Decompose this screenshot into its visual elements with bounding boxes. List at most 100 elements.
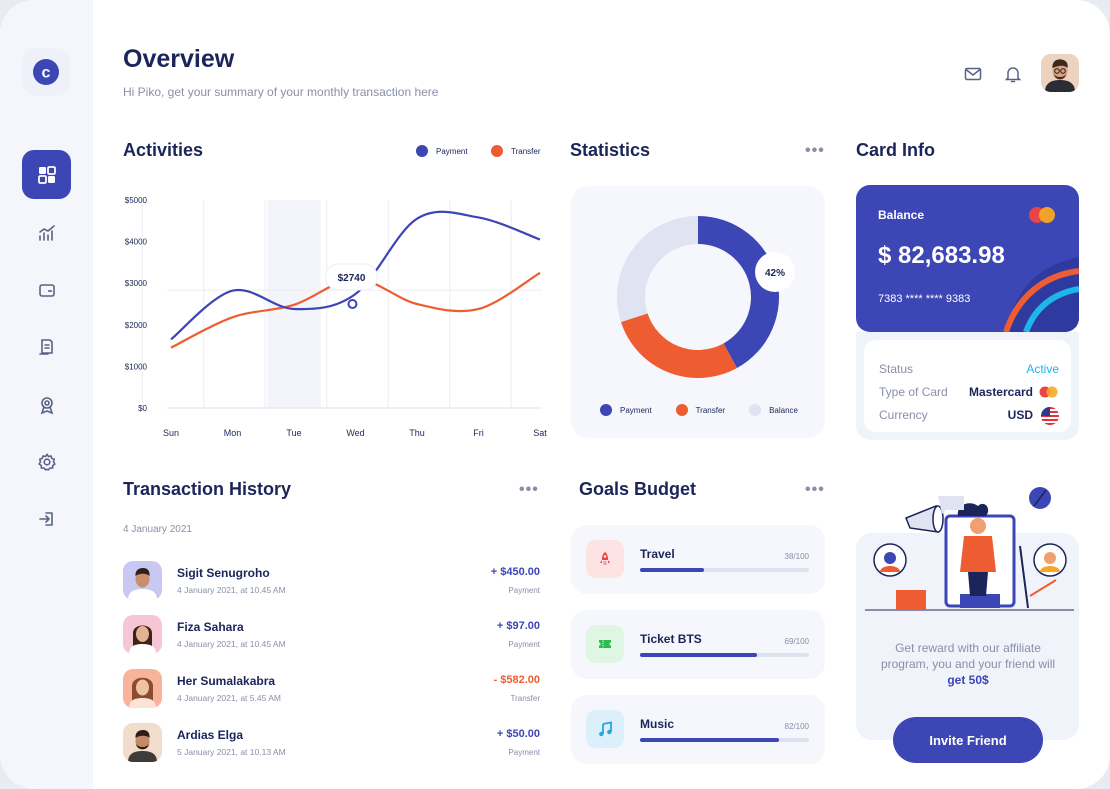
- x-tick-label: Wed: [346, 428, 364, 438]
- statistics-legend-item: Transfer: [675, 404, 726, 416]
- goal-card-music[interactable]: Music 82/100: [571, 695, 825, 764]
- transaction-history-title: Transaction History: [123, 479, 292, 499]
- affiliate-text: Get reward with our affiliate program, y…: [880, 641, 1056, 671]
- transactions-more-button[interactable]: •••: [519, 481, 539, 498]
- sidebar-item-analytics[interactable]: [22, 208, 71, 257]
- legend-label: Balance: [769, 405, 798, 415]
- mail-icon[interactable]: [963, 64, 983, 84]
- y-tick-label: $3000: [125, 279, 148, 288]
- avatar: [123, 669, 162, 708]
- table-row[interactable]: Ardias Elga 5 January 2021, at 10.13 AM …: [123, 723, 540, 763]
- tooltip-value: $2740: [338, 273, 366, 284]
- activities-legend-transfer: Transfer: [491, 145, 541, 157]
- affiliate-illustration: [865, 487, 1074, 611]
- user-avatar[interactable]: [1041, 54, 1079, 92]
- payment-legend-dot: [416, 145, 428, 157]
- transaction-type: Payment: [508, 748, 540, 757]
- app-logo[interactable]: c: [22, 48, 70, 96]
- x-tick-label: Sat: [533, 428, 547, 438]
- award-icon: [40, 396, 53, 414]
- table-row[interactable]: Sigit Senugroho 4 January 2021, at 10.45…: [123, 561, 540, 601]
- person-avatar-icon: [129, 677, 156, 708]
- transaction-type: Payment: [508, 640, 540, 649]
- goal-progress-fill: [640, 738, 779, 742]
- balance-label: Balance: [878, 208, 925, 222]
- statistics-more-button[interactable]: •••: [805, 142, 825, 159]
- svg-text:c: c: [42, 65, 51, 82]
- transfer-legend-dot: [491, 145, 503, 157]
- x-tick-label: Tue: [286, 428, 301, 438]
- transaction-amount: + $97.00: [496, 620, 540, 632]
- statistics-card: 42%: [571, 186, 825, 438]
- status-label: Status: [879, 362, 914, 376]
- card-details-panel: Status Active Type of Card Mastercard Cu…: [864, 340, 1071, 432]
- statistics-legend-item: Payment: [600, 404, 652, 416]
- goal-card-travel[interactable]: Travel 38/100: [571, 525, 825, 594]
- legend-label: Transfer: [511, 146, 541, 156]
- document-icon: [38, 338, 53, 355]
- transaction-name: Her Sumalakabra: [177, 674, 276, 688]
- sidebar-item-wallet[interactable]: [22, 265, 71, 314]
- card-info-title: Card Info: [856, 140, 935, 160]
- sidebar-item-dashboard[interactable]: [22, 150, 71, 199]
- balance-card[interactable]: Balance $ 82,683.98 7383 **** **** 9383: [856, 185, 1079, 332]
- currency-label: Currency: [879, 408, 928, 422]
- card-status-row: Status Active: [879, 362, 1059, 378]
- sidebar-item-logout[interactable]: [22, 494, 71, 543]
- balance-dot: [749, 404, 762, 416]
- transaction-name: Fiza Sahara: [177, 620, 244, 634]
- card-currency-row: Currency USD: [879, 407, 1059, 425]
- legend-label: Transfer: [695, 405, 726, 415]
- x-tick-label: Mon: [224, 428, 242, 438]
- donut-slice-payment: [698, 216, 779, 368]
- card-number: 7383 **** **** 9383: [878, 293, 971, 305]
- series-line-payment: [170, 210, 541, 341]
- affiliate-description: Get reward with our affiliate program, y…: [875, 640, 1061, 688]
- mastercard-icon: [1029, 207, 1055, 223]
- tooltip-bubble: [325, 263, 378, 291]
- goal-icon-box: [586, 625, 624, 663]
- goal-name: Travel: [640, 547, 675, 561]
- card-wave-decoration: [1003, 257, 1079, 332]
- goal-progress-fill: [640, 653, 757, 657]
- chart-icon: [38, 224, 55, 241]
- sidebar-item-rewards[interactable]: [22, 380, 71, 429]
- invite-friend-button[interactable]: Invite Friend: [893, 717, 1043, 763]
- sidebar: c: [0, 0, 93, 789]
- goal-progress-fill: [640, 568, 705, 572]
- transfer-dot: [675, 404, 688, 416]
- transaction-time: 4 January 2021, at 10.45 AM: [177, 585, 286, 595]
- table-row[interactable]: Her Sumalakabra 4 January 2021, at 5.45 …: [123, 669, 540, 709]
- tooltip-point[interactable]: [347, 299, 358, 310]
- transaction-name: Ardias Elga: [177, 728, 244, 742]
- type-value: Mastercard: [968, 385, 1033, 399]
- goal-progress-text: 38/100: [784, 552, 809, 561]
- x-tick-label: Fri: [473, 428, 484, 438]
- statistics-donut-chart: 42%: [617, 216, 795, 378]
- goal-icon-box: [586, 710, 624, 748]
- goal-icon-box: [586, 540, 624, 578]
- x-tick-label: Thu: [409, 428, 425, 438]
- goal-progress-bar: [640, 653, 809, 657]
- goals-more-button[interactable]: •••: [805, 481, 825, 498]
- goal-progress-text: 82/100: [784, 722, 809, 731]
- page-subtitle: Hi Piko, get your summary of your monthl…: [123, 85, 439, 99]
- bell-icon[interactable]: [1003, 64, 1023, 84]
- mastercard-small-icon: [1039, 386, 1058, 398]
- statistics-legend: Payment Transfer Balance: [600, 404, 822, 416]
- activities-legend-payment: Payment: [416, 145, 468, 157]
- sidebar-item-settings[interactable]: [22, 437, 71, 486]
- y-tick-label: $0: [138, 404, 147, 413]
- goals-budget-title: Goals Budget: [579, 479, 697, 499]
- table-row[interactable]: Fiza Sahara 4 January 2021, at 10.45 AM …: [123, 615, 540, 655]
- goal-name: Music: [640, 717, 675, 731]
- rocket-icon: [600, 552, 610, 565]
- transaction-time: 4 January 2021, at 5.45 AM: [177, 693, 281, 703]
- statistics-title: Statistics: [570, 140, 651, 160]
- status-value: Active: [1026, 362, 1059, 376]
- goal-card-ticket-bts[interactable]: Ticket BTS 69/100: [571, 610, 825, 679]
- sidebar-item-documents[interactable]: [22, 322, 71, 371]
- transaction-date-group: 4 January 2021: [123, 524, 192, 535]
- transaction-time: 5 January 2021, at 10.13 AM: [177, 747, 286, 757]
- person-avatar-icon: [128, 730, 157, 762]
